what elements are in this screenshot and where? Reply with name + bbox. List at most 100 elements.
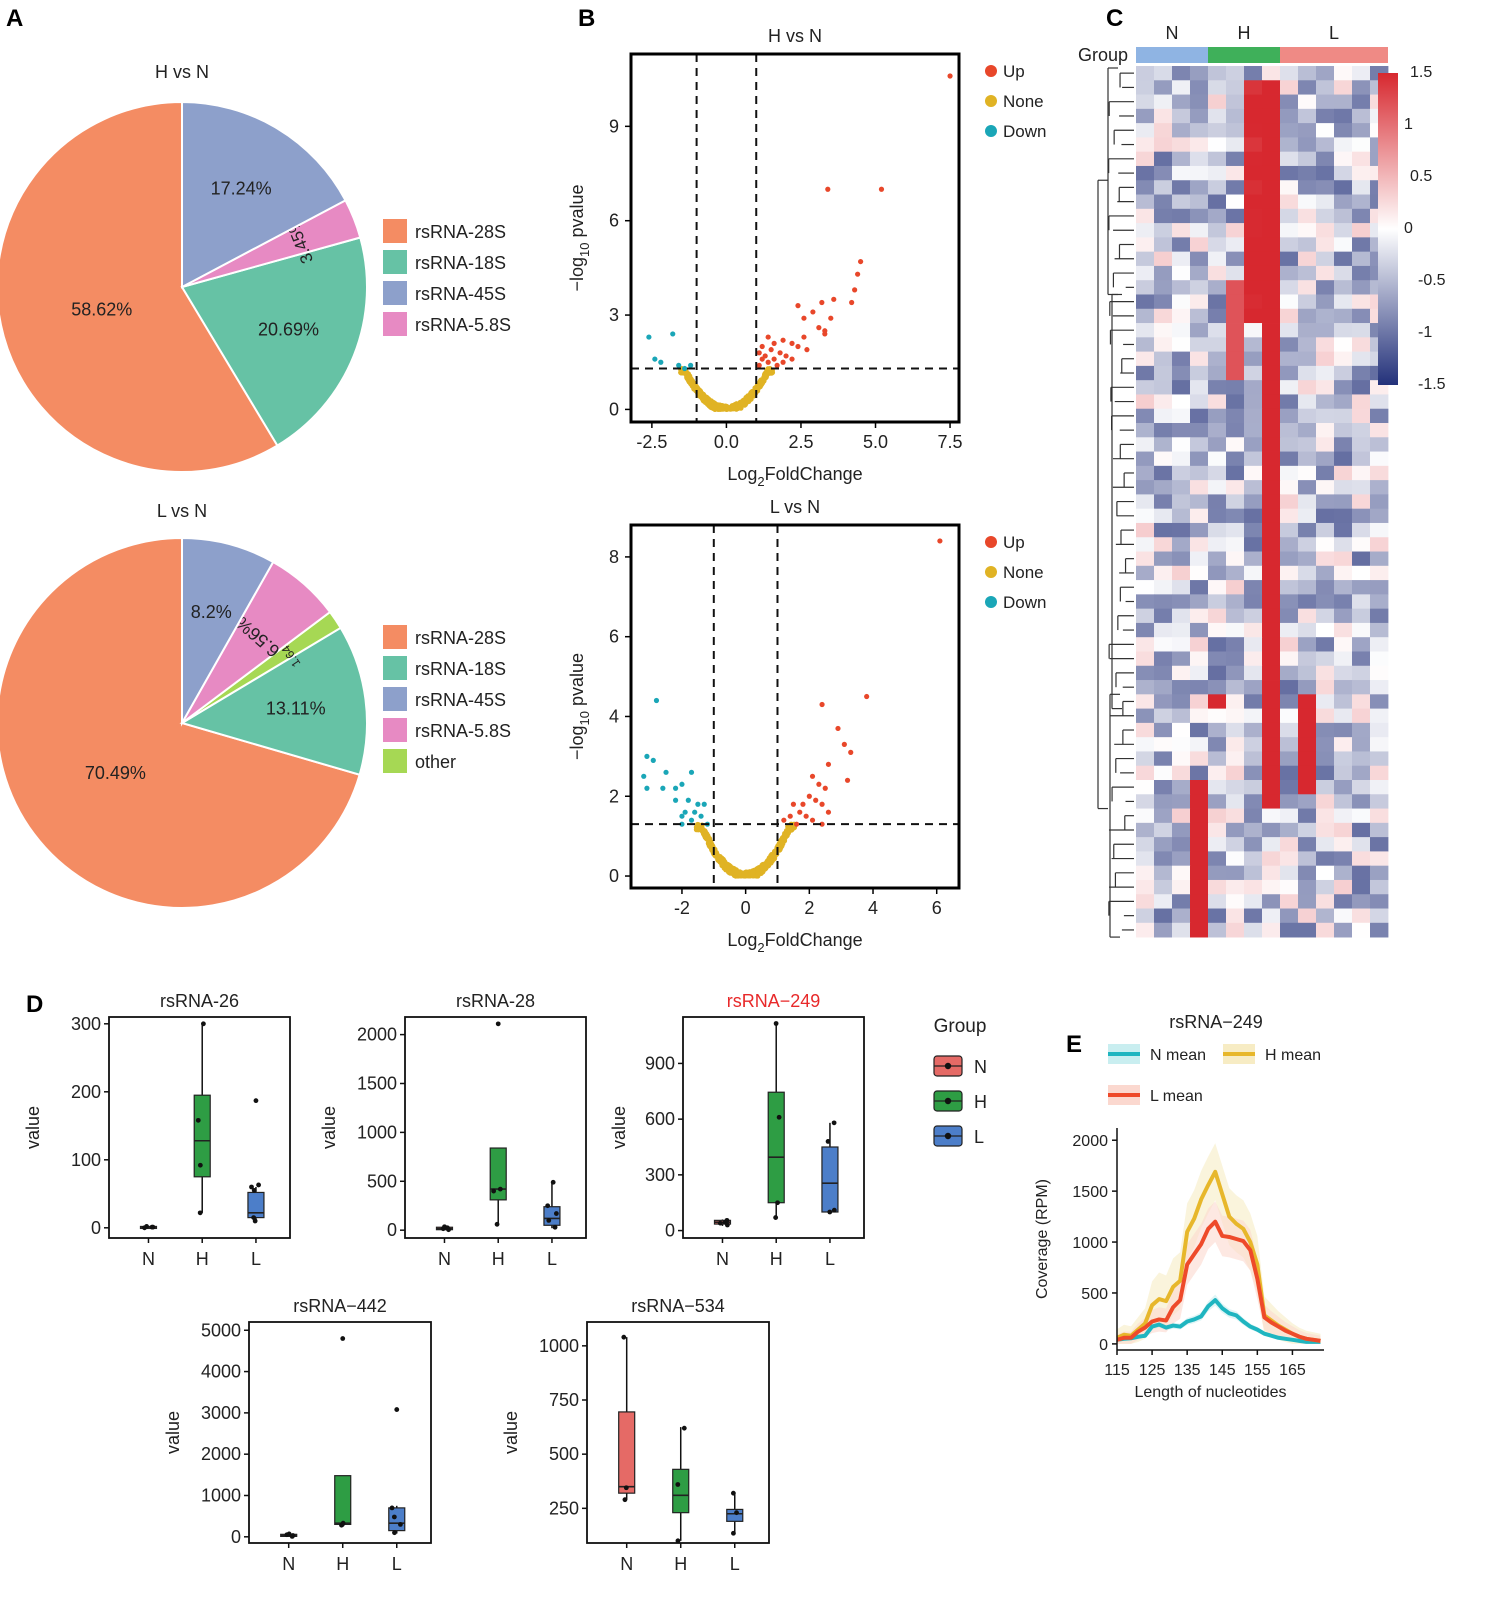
heatmap-cell	[1190, 165, 1209, 181]
heatmap-cell	[1244, 165, 1263, 181]
heatmap-cell	[1370, 780, 1389, 795]
point-up	[787, 813, 793, 819]
legend-swatch-dot	[944, 1132, 952, 1140]
data-point	[398, 1522, 403, 1527]
heatmap-cell	[1244, 565, 1263, 581]
heatmap-cell	[1172, 423, 1191, 438]
y-tick-label: 750	[549, 1390, 579, 1410]
heatmap-cell	[1190, 708, 1209, 724]
heatmap-cell	[1352, 665, 1371, 681]
heatmap-cell	[1280, 908, 1299, 924]
point-down	[679, 813, 685, 819]
point-up	[781, 817, 787, 823]
heatmap-cell	[1262, 822, 1281, 838]
data-point	[195, 1117, 201, 1123]
heatmap-cell	[1370, 837, 1389, 852]
heatmap-cell	[1208, 537, 1227, 552]
x-tick-label: 5.0	[863, 432, 888, 452]
panel-letter-a: A	[6, 5, 23, 32]
heatmap-cell	[1334, 380, 1353, 395]
data-point	[553, 1211, 559, 1216]
heatmap-cell	[1208, 180, 1227, 195]
heatmap-cell	[1154, 865, 1173, 881]
y-tick-label: 5000	[201, 1320, 241, 1340]
heatmap-cell	[1298, 837, 1317, 852]
heatmap-cell	[1190, 808, 1209, 824]
heatmap-cell	[1352, 451, 1371, 467]
heatmap-cell	[1298, 665, 1317, 681]
heatmap-cell	[1352, 794, 1371, 809]
heatmap-cell	[1370, 565, 1389, 581]
heatmap-cell	[1208, 894, 1227, 909]
heatmap-cell	[1190, 280, 1209, 295]
panel-letter-d: D	[26, 991, 43, 1018]
heatmap-cell	[1172, 280, 1191, 295]
heatmap-cell	[1208, 94, 1227, 110]
heatmap-cell	[1280, 822, 1299, 838]
heatmap-cell	[1172, 879, 1191, 895]
heatmap-cell	[1172, 237, 1191, 253]
heatmap-cell	[1298, 637, 1317, 652]
heatmap-cell	[1136, 251, 1155, 267]
point-down	[682, 365, 688, 372]
heatmap-cell	[1280, 237, 1299, 253]
heatmap-cell	[1172, 437, 1191, 452]
heatmap-cell	[1226, 908, 1245, 924]
legend-swatch	[383, 281, 407, 305]
heatmap-cell	[1280, 737, 1299, 752]
heatmap-cell	[1190, 522, 1209, 538]
heatmap-cell	[1226, 94, 1245, 110]
heatmap-cell	[1244, 851, 1263, 867]
heatmap-cell	[1244, 94, 1263, 110]
heatmap-cell	[1226, 522, 1245, 538]
heatmap-cell	[1154, 280, 1173, 295]
data-point	[494, 1221, 500, 1227]
heatmap-cell	[1136, 237, 1155, 253]
heatmap-cell	[1154, 565, 1173, 581]
y-tick-label: 3000	[201, 1403, 241, 1423]
heatmap-cell	[1244, 394, 1263, 410]
heatmap-cell	[1190, 751, 1209, 767]
heatmap-cell	[1298, 622, 1317, 638]
heatmap-cell	[1352, 408, 1371, 424]
heatmap-cell	[1154, 208, 1173, 224]
heatmap-cell	[1352, 879, 1371, 895]
heatmap-cell	[1352, 608, 1371, 624]
heatmap-cell	[1352, 480, 1371, 495]
heatmap-cell	[1208, 851, 1227, 867]
heatmap-cell	[1280, 108, 1299, 124]
heatmap-cell	[1280, 894, 1299, 909]
heatmap-cell	[1226, 208, 1245, 224]
heatmap-cell	[1208, 165, 1227, 181]
legend-swatch	[383, 749, 407, 773]
heatmap-cell	[1154, 622, 1173, 638]
heatmap-cell	[1208, 194, 1227, 210]
x-tick-label: 0.0	[714, 432, 739, 452]
heatmap-cell	[1280, 637, 1299, 652]
heatmap-cell	[1172, 380, 1191, 395]
heatmap-cell	[1172, 565, 1191, 581]
heatmap-cell	[1244, 637, 1263, 652]
point-up	[756, 362, 762, 368]
heatmap-cell	[1280, 394, 1299, 410]
heatmap-cell	[1154, 351, 1173, 367]
heatmap-cell	[1334, 123, 1353, 138]
heatmap-cell	[1370, 651, 1389, 667]
heatmap-cell	[1352, 66, 1371, 81]
heatmap-cell	[1334, 608, 1353, 624]
heatmap-cell	[1226, 508, 1245, 524]
heatmap-cell	[1316, 408, 1335, 424]
legend-label: other	[415, 752, 456, 772]
heatmap-cell	[1316, 851, 1335, 867]
x-tick-label: 2.5	[788, 432, 813, 452]
x-tick-label: -2.5	[636, 432, 667, 452]
heatmap-cell	[1316, 94, 1335, 110]
heatmap-cell	[1370, 508, 1389, 524]
heatmap-cell	[1208, 337, 1227, 352]
plot-frame	[629, 523, 961, 890]
heatmap-cell	[1136, 165, 1155, 181]
y-axis-label: value	[609, 1106, 629, 1149]
heatmap-cell	[1226, 151, 1245, 167]
point-none	[746, 394, 753, 400]
heatmap-cell	[1280, 194, 1299, 210]
